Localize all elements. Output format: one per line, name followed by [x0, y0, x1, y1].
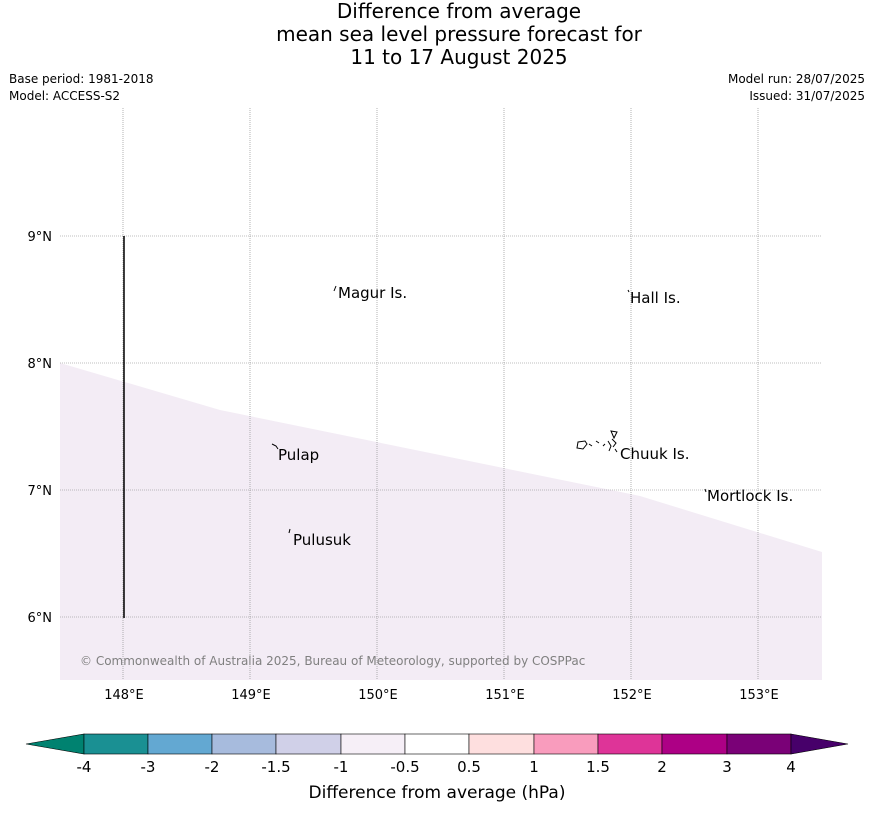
lon-label: 150°E — [358, 688, 398, 703]
model-name: Model: ACCESS-S2 — [9, 89, 121, 103]
colorbar-label: 4 — [786, 758, 796, 776]
colorbar-segment — [661, 733, 728, 755]
title-line-3: 11 to 17 August 2025 — [350, 45, 568, 69]
colorbar-label: -1 — [334, 758, 349, 776]
place-label-hall: Hall Is. — [630, 289, 681, 307]
island-hall — [627, 289, 630, 293]
map-title: Difference from average mean sea level p… — [0, 0, 873, 69]
island-chuuk-lagoon — [576, 430, 618, 453]
lat-label: 8°N — [28, 357, 53, 372]
colorbar-labels: -4 -3 -2 -1.5 -1 -0.5 0.5 1 1.5 2 3 4 — [77, 758, 796, 776]
colorbar-label: 2 — [657, 758, 667, 776]
colorbar — [25, 733, 849, 755]
colorbar-label: -2 — [205, 758, 220, 776]
colorbar-label: -4 — [77, 758, 92, 776]
colorbar-segment — [533, 733, 599, 755]
colorbar-title: Difference from average (hPa) — [309, 783, 566, 803]
colorbar-segment — [597, 733, 663, 755]
base-period: Base period: 1981-2018 — [9, 72, 154, 86]
colorbar-extend-low — [25, 733, 85, 755]
colorbar-segment — [340, 733, 406, 755]
anomaly-shaded-region — [60, 363, 822, 680]
place-label-pulusuk: Pulusuk — [293, 531, 351, 549]
title-line-1: Difference from average — [336, 0, 582, 23]
colorbar-segment — [404, 733, 470, 755]
longitude-labels: 148°E 149°E 150°E 151°E 152°E 153°E — [104, 688, 779, 703]
colorbar-segment — [147, 733, 213, 755]
colorbar-segment — [211, 733, 277, 755]
island-outlines — [271, 285, 707, 534]
title-line-2: mean sea level pressure forecast for — [276, 22, 642, 46]
colorbar-segment — [83, 733, 149, 755]
colorbar-segment — [726, 733, 792, 755]
colorbar-label: 3 — [722, 758, 732, 776]
colorbar-segment — [275, 733, 342, 755]
colorbar-label: 1 — [529, 758, 539, 776]
latitude-labels: 9°N 8°N 7°N 6°N — [28, 230, 53, 626]
colorbar-label: -3 — [141, 758, 156, 776]
lat-label: 6°N — [28, 611, 53, 626]
colorbar-segment — [468, 733, 535, 755]
issued-date: Issued: 31/07/2025 — [749, 89, 865, 103]
meta-left: Base period: 1981-2018 Model: ACCESS-S2 — [9, 71, 154, 105]
lon-label: 149°E — [231, 688, 271, 703]
colorbar-label: 0.5 — [457, 758, 481, 776]
place-label-pulap: Pulap — [278, 446, 319, 464]
colorbar-extend-high — [790, 733, 849, 755]
latitude-gridlines — [60, 235, 822, 618]
place-label-magur: Magur Is. — [338, 284, 407, 302]
lon-label: 153°E — [739, 688, 779, 703]
copyright-notice: © Commonwealth of Australia 2025, Bureau… — [80, 654, 585, 668]
place-label-mortlock: Mortlock Is. — [707, 487, 793, 505]
lon-label: 152°E — [612, 688, 652, 703]
island-mortlock — [704, 488, 707, 493]
place-label-chuuk: Chuuk Is. — [620, 445, 689, 463]
lon-label: 148°E — [104, 688, 144, 703]
lat-label: 7°N — [28, 484, 53, 499]
colorbar-label: -0.5 — [390, 758, 419, 776]
colorbar-label: -1.5 — [261, 758, 290, 776]
island-magur — [333, 285, 337, 292]
model-run: Model run: 28/07/2025 — [727, 72, 865, 86]
island-pulap — [271, 443, 279, 450]
colorbar-label: 1.5 — [586, 758, 610, 776]
longitude-gridlines — [122, 108, 759, 680]
meta-right: Model run: 28/07/2025 Issued: 31/07/2025 — [728, 71, 865, 105]
lon-label: 151°E — [485, 688, 525, 703]
island-pulusuk — [288, 528, 291, 534]
place-labels: Magur Is. Hall Is. Pulap Chuuk Is. Mortl… — [278, 284, 793, 549]
lat-label: 9°N — [28, 230, 53, 245]
